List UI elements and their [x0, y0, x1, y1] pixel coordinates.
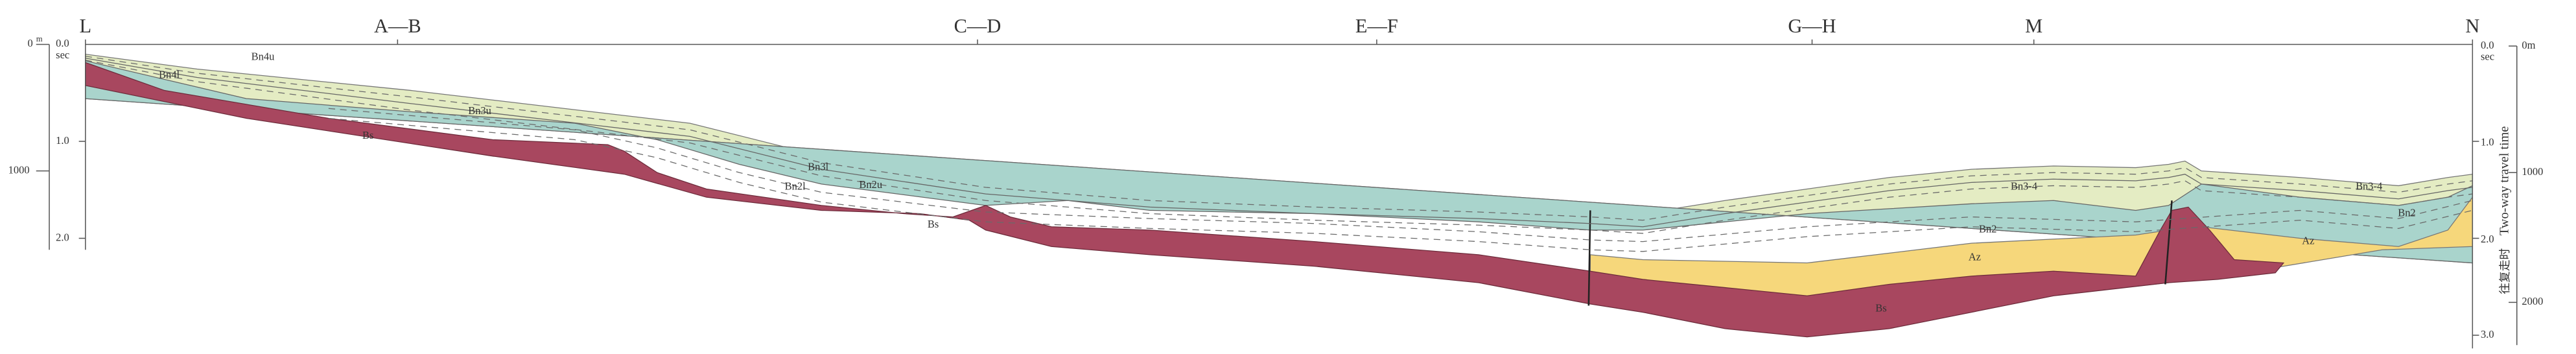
- profile-point: M: [2025, 15, 2043, 37]
- depth-tick-label: 1000: [2522, 165, 2543, 178]
- layer-label: Bn2: [2398, 206, 2415, 218]
- layer-label: Bn2l: [785, 180, 806, 193]
- layer-label: Bn3-4: [2356, 180, 2382, 193]
- time-tick-label: 1.0: [56, 134, 69, 147]
- fault: [2164, 200, 2173, 285]
- axis-title: Two-way travel time: [2498, 126, 2512, 236]
- time-unit: sec: [56, 49, 69, 61]
- layer-label: Az: [2302, 234, 2314, 246]
- depth-unit: m: [36, 34, 43, 43]
- layer-label: Bs: [1875, 301, 1886, 314]
- profile-point: N: [2465, 15, 2479, 37]
- reflector: [85, 58, 2473, 228]
- layer-label: Bn3-4: [2011, 180, 2037, 193]
- depth-tick-label: 2000: [2522, 295, 2543, 307]
- time-tick-label: 2.0: [2481, 233, 2494, 245]
- frame: [36, 43, 2518, 349]
- layer-label: Bs: [928, 218, 939, 230]
- profile-point: A—B: [374, 15, 421, 37]
- fault: [1587, 210, 1591, 306]
- profile-point: L: [80, 15, 92, 37]
- layer-label: Bn3l: [808, 160, 828, 172]
- profile-point: E—F: [1355, 15, 1398, 37]
- profile-point: C—D: [954, 15, 1001, 37]
- layer-label: Bn3u: [468, 104, 491, 117]
- time-tick-label: 1.0: [2481, 136, 2494, 148]
- profile-point: G—H: [1788, 15, 1836, 37]
- reflector: [85, 60, 2473, 234]
- basement: [85, 62, 2285, 338]
- depth-tick-label: 1000: [8, 163, 30, 176]
- depth-zero: 0: [27, 37, 32, 49]
- layer-label: Bn4l: [159, 68, 180, 80]
- layer-label: Bn4u: [252, 51, 275, 63]
- time-tick-label: 3.0: [2481, 328, 2494, 340]
- axis-title-zh: 往复走时: [2498, 248, 2512, 294]
- reflector: [85, 56, 2473, 221]
- depth-zero: 0m: [2522, 39, 2535, 51]
- layer-label: Az: [1969, 251, 1981, 263]
- layer-label: Bn2: [1979, 223, 1996, 235]
- time-unit: sec: [2481, 51, 2494, 63]
- time-zero: 0.0: [56, 37, 69, 49]
- layer-label: Bn2u: [859, 178, 882, 191]
- geology: [85, 53, 2473, 338]
- time-tick-label: 2.0: [56, 231, 69, 243]
- time-zero: 0.0: [2481, 39, 2494, 51]
- layer-label: Bs: [362, 129, 373, 141]
